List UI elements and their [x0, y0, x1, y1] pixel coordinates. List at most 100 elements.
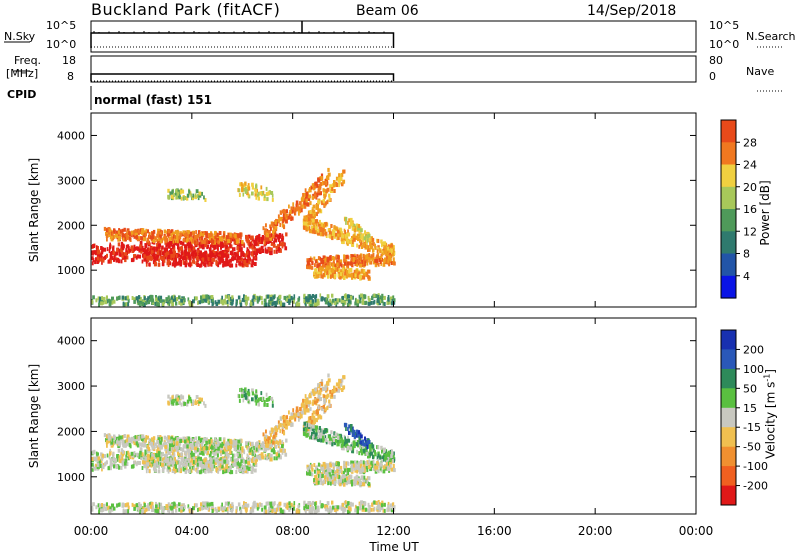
- power-cell: [106, 247, 109, 252]
- velocity-cell: [307, 402, 311, 407]
- velocity-cell: [254, 446, 257, 451]
- power-cell: [379, 260, 382, 264]
- velocity-cell: [328, 403, 331, 408]
- velocity-cell: [161, 454, 163, 459]
- velocity-cell: [203, 437, 206, 442]
- power-cell: [293, 296, 296, 301]
- power-cell: [118, 236, 121, 240]
- power-cell: [166, 232, 170, 237]
- velocity-cell: [144, 464, 147, 468]
- power-cell: [297, 203, 299, 208]
- power-cell: [292, 299, 295, 304]
- velocity-cell: [110, 462, 113, 467]
- power-cell: [277, 247, 280, 251]
- velocity-cell: [127, 452, 130, 457]
- velocity-cell: [270, 439, 274, 444]
- velocity-cell: [355, 480, 359, 485]
- power-cell: [164, 250, 167, 255]
- power-cell: [101, 247, 104, 252]
- velocity-cell: [191, 465, 195, 470]
- velocity-cell: [245, 465, 249, 470]
- velocity-cell: [347, 435, 349, 440]
- power-cell: [320, 232, 323, 237]
- power-cell: [105, 231, 108, 236]
- power-cell: [241, 242, 244, 247]
- velocity-cell: [310, 435, 313, 440]
- velocity-cell: [323, 394, 326, 399]
- power-cell: [321, 267, 324, 272]
- velocity-cell: [206, 467, 209, 472]
- power-cell: [172, 195, 175, 200]
- power-cell: [190, 246, 194, 251]
- power-cell: [334, 267, 337, 272]
- power-cell: [250, 263, 254, 268]
- velocity-cell: [372, 466, 376, 471]
- velocity-cell: [254, 444, 258, 449]
- velocity-cell: [229, 457, 232, 462]
- velocity-cell: [325, 384, 328, 389]
- power-cell: [316, 183, 319, 188]
- velocity-cell: [342, 386, 345, 390]
- velocity-cell: [145, 466, 148, 471]
- power-cell: [195, 261, 198, 266]
- power-cell: [254, 242, 257, 247]
- velocity-cell: [362, 460, 365, 465]
- power-cell: [320, 274, 323, 279]
- power-cell: [318, 271, 321, 276]
- velocity-cell: [260, 391, 263, 396]
- velocity-cell: [325, 440, 328, 445]
- velocity-cell: [362, 482, 366, 487]
- power-cell: [312, 229, 314, 234]
- velocity-cell: [349, 446, 353, 451]
- power-cell: [328, 234, 331, 238]
- power-cell: [285, 216, 289, 220]
- power-cell: [311, 183, 315, 188]
- power-cell: [169, 251, 172, 255]
- power-cell: [203, 195, 205, 200]
- power-cell: [303, 204, 307, 209]
- velocity-cell: [347, 471, 350, 476]
- velocity-cell: [227, 453, 230, 458]
- velocity-cell: [263, 400, 266, 404]
- velocity-cell: [101, 453, 104, 458]
- velocity-cell: [176, 468, 179, 473]
- velocity-cell: [120, 448, 124, 453]
- power-cell: [274, 227, 278, 231]
- power-cell: [311, 302, 314, 307]
- power-cell: [208, 247, 212, 252]
- power-cell: [161, 247, 163, 252]
- power-cell: [375, 259, 379, 264]
- velocity-cell: [173, 451, 176, 455]
- velocity-cell: [338, 378, 341, 383]
- velocity-cell: [211, 445, 214, 450]
- velocity-cell: [319, 387, 323, 392]
- power-cell: [238, 188, 241, 193]
- velocity-cell: [135, 439, 138, 444]
- velocity-cell: [338, 470, 341, 475]
- power-cell: [142, 248, 145, 252]
- velocity-cell: [327, 434, 330, 439]
- velocity-cell: [154, 468, 157, 473]
- velocity-cell: [193, 466, 195, 471]
- power-cell: [171, 236, 174, 241]
- velocity-cell: [146, 435, 149, 440]
- velocity-cell: [177, 449, 180, 454]
- power-cell: [141, 253, 144, 258]
- power-cell: [376, 298, 379, 303]
- power-cell: [250, 240, 253, 245]
- power-cell: [217, 263, 220, 268]
- power-cell: [390, 247, 393, 252]
- velocity-cell: [152, 441, 155, 446]
- power-cell: [110, 237, 114, 242]
- power-cell: [167, 195, 170, 200]
- power-cell: [139, 244, 142, 249]
- power-cell: [149, 235, 152, 240]
- velocity-cell: [198, 448, 201, 453]
- power-cell: [284, 246, 288, 251]
- power-cell: [188, 302, 192, 307]
- power-cell: [379, 299, 382, 304]
- velocity-cell: [365, 446, 368, 451]
- power-cell: [206, 244, 210, 249]
- power-cell: [272, 295, 275, 300]
- velocity-cell: [220, 464, 224, 469]
